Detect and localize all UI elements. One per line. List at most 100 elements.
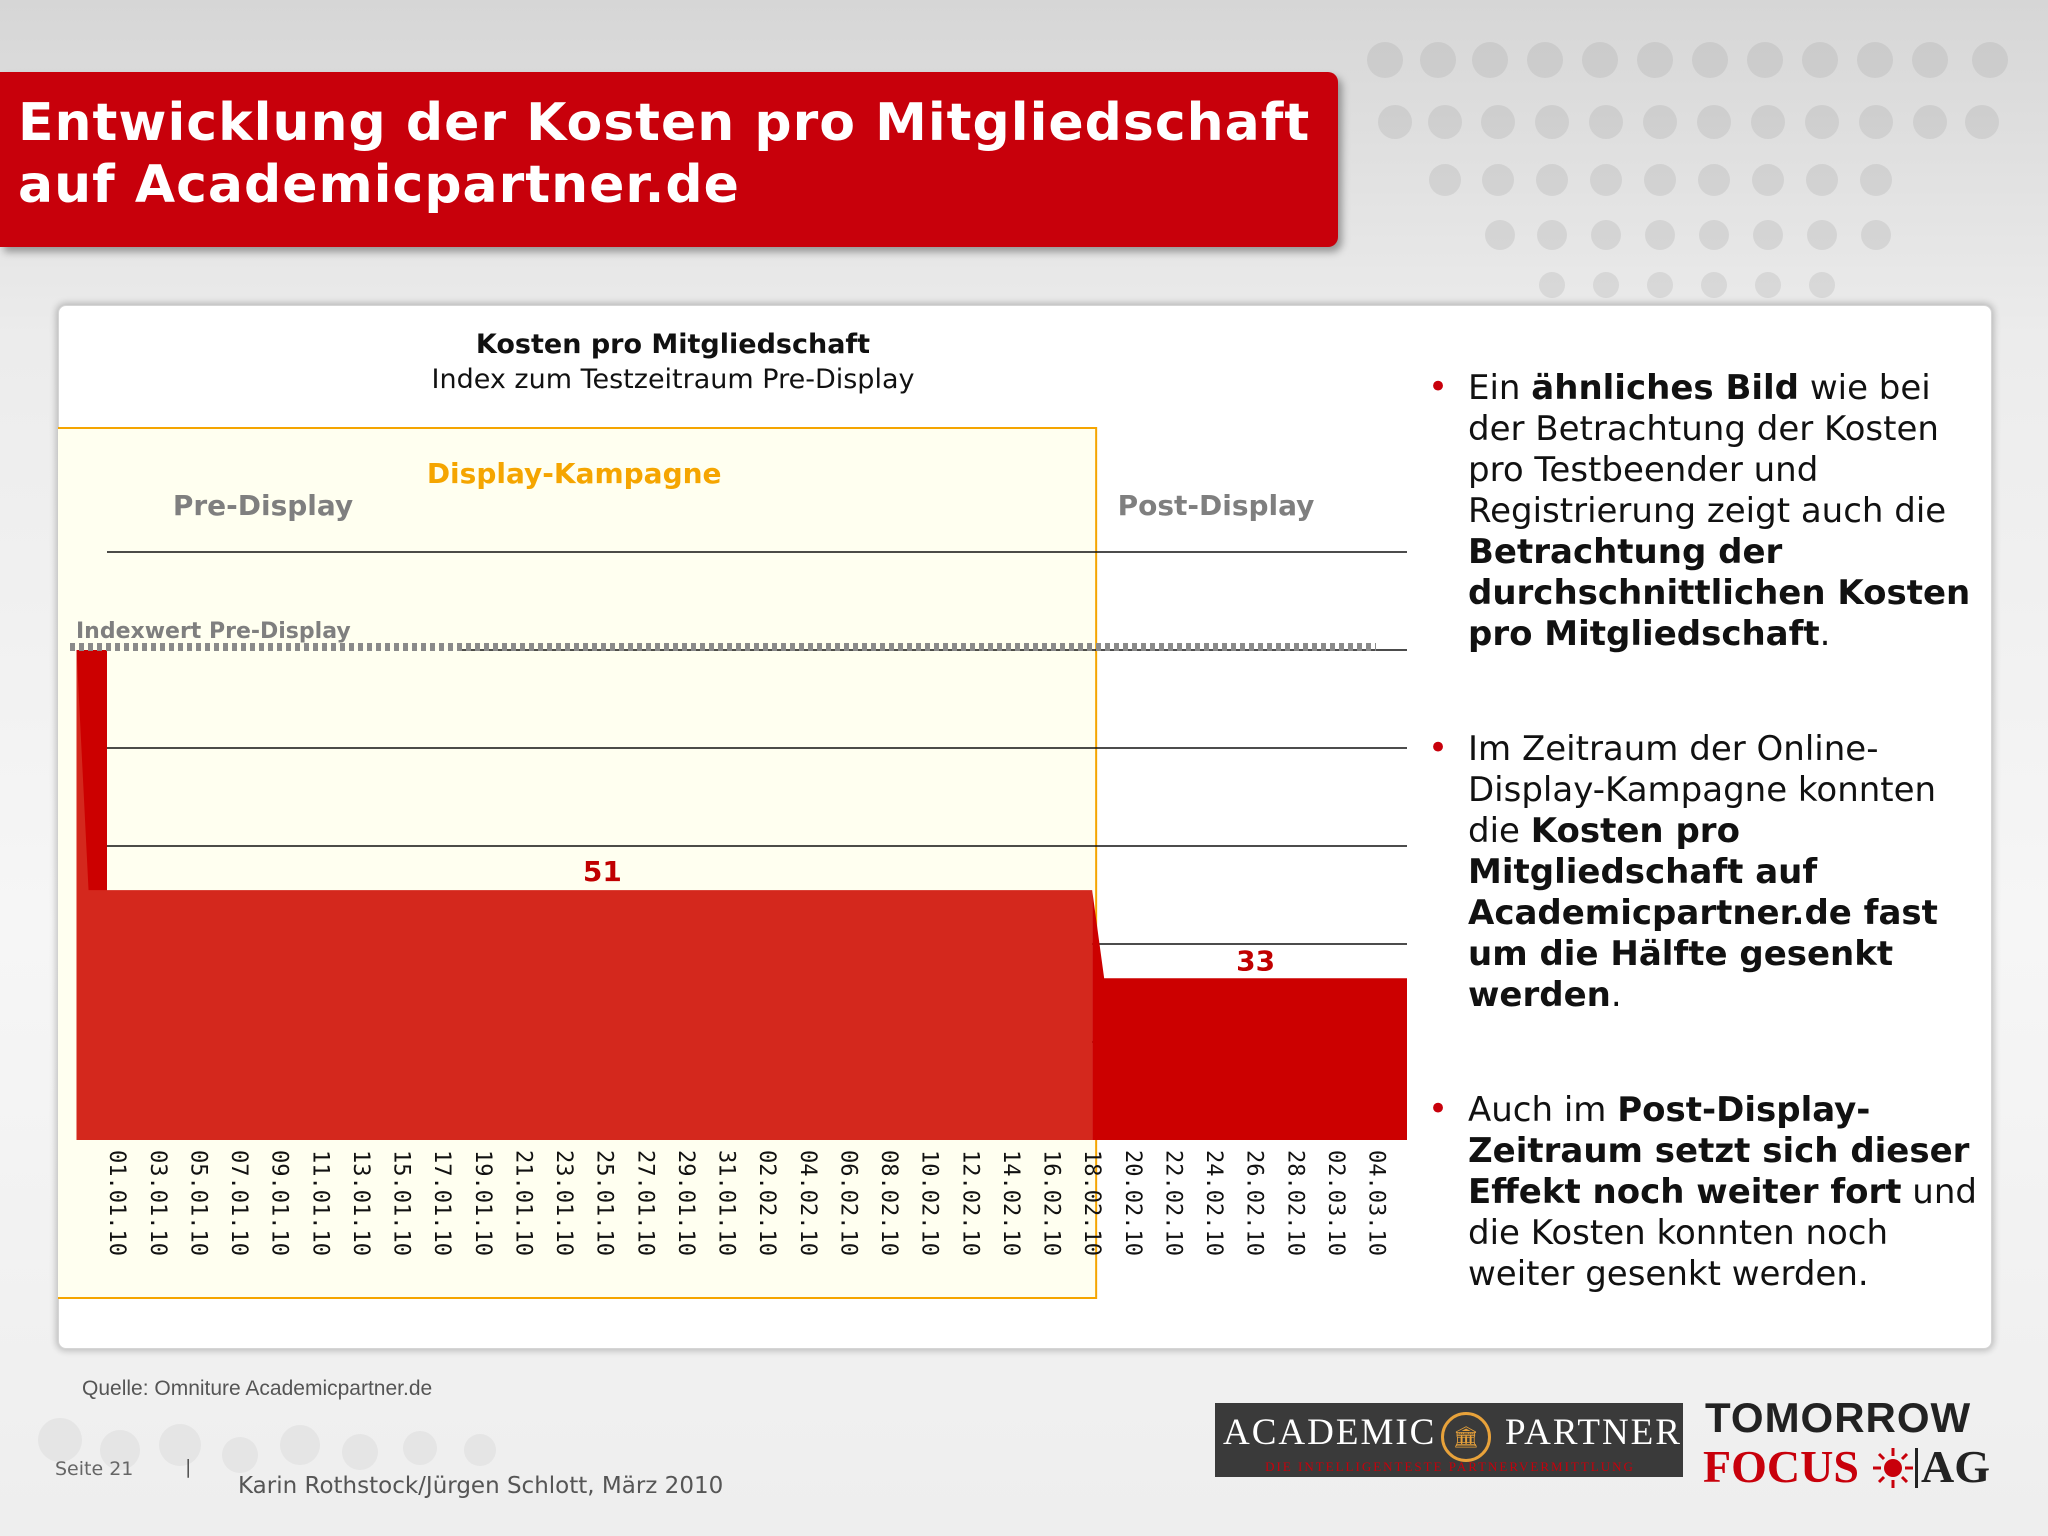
campaign-window (58, 427, 1098, 1299)
background-dot (1482, 164, 1514, 196)
x-tick-label: 24.02.10 (1201, 1150, 1226, 1256)
bullet-dot-icon: • (1428, 1089, 1449, 1129)
x-tick-label: 16.02.10 (1039, 1150, 1064, 1256)
background-dot (1752, 164, 1784, 196)
x-tick-label: 29.01.10 (673, 1150, 698, 1256)
background-dot (1861, 220, 1891, 250)
background-dot (1965, 105, 1999, 139)
background-dot (1485, 220, 1515, 250)
x-tick-label: 01.01.10 (104, 1150, 129, 1256)
background-dot (1582, 42, 1618, 78)
bullet-text: wie bei der Betrachtung der Kosten pro T… (1468, 368, 1947, 531)
background-dot (1591, 220, 1621, 250)
background-dot (100, 1430, 140, 1470)
x-tick-label: 13.01.10 (348, 1150, 373, 1256)
background-dot (1806, 164, 1838, 196)
background-dot (1747, 42, 1783, 78)
background-dot (1860, 164, 1892, 196)
background-dot (1472, 42, 1508, 78)
phase-label: Display-Kampagne (427, 457, 722, 490)
x-tick-label: 27.01.10 (632, 1150, 657, 1256)
page-title: Entwicklung der Kosten pro Mitgliedschaf… (18, 92, 1328, 216)
x-tick-label: 04.02.10 (795, 1150, 820, 1256)
bullet-text: Ein (1468, 368, 1532, 408)
bullet-dot-icon: • (1428, 728, 1449, 768)
x-tick-label: 04.03.10 (1364, 1150, 1389, 1256)
background-dot (1701, 272, 1727, 298)
x-tick-label: 03.01.10 (145, 1150, 170, 1256)
area-display-campaign (76, 650, 1093, 1140)
sun-icon (1873, 1448, 1913, 1488)
x-tick-label: 07.01.10 (226, 1150, 251, 1256)
x-tick-label: 17.01.10 (429, 1150, 454, 1256)
bullet-text: . (1819, 614, 1831, 654)
footer-separator: | (185, 1456, 192, 1478)
bullet-text: Auch im (1468, 1090, 1618, 1130)
background-dot (1697, 105, 1731, 139)
background-dot (342, 1434, 378, 1470)
chart-title: Kosten pro Mitgliedschaft (476, 329, 870, 360)
background-dot (1755, 272, 1781, 298)
background-dot (1807, 220, 1837, 250)
x-tick-label: 14.02.10 (998, 1150, 1023, 1256)
background-dot (1378, 105, 1412, 139)
x-tick-label: 10.02.10 (917, 1150, 942, 1256)
academic-partner-logo: ACADEMIC 🏛 PARTNER DIE INTELLIGENTESTE P… (1215, 1403, 1683, 1477)
background-dot (280, 1425, 320, 1465)
background-dot (1429, 164, 1461, 196)
background-dot (1805, 105, 1839, 139)
bullet-item: • Auch im Post-Display-Zeitraum setzt sic… (1426, 1089, 1986, 1295)
x-tick-label: 12.02.10 (957, 1150, 982, 1256)
temple-emblem-icon: 🏛 (1441, 1412, 1491, 1462)
x-tick-label: 05.01.10 (185, 1150, 210, 1256)
bullet-item: • Ein ähnliches Bild wie bei der Betracht… (1426, 367, 1986, 655)
bullet-text: ähnliches Bild (1531, 368, 1800, 408)
x-tick-label: 25.01.10 (592, 1150, 617, 1256)
background-dot (1643, 105, 1677, 139)
bullet-text: Betrachtung der durchschnittlichen Koste… (1468, 532, 1971, 654)
x-tick-label: 31.01.10 (714, 1150, 739, 1256)
x-tick-label: 02.02.10 (754, 1150, 779, 1256)
background-dot (1751, 105, 1785, 139)
background-dot (1692, 42, 1728, 78)
background-dot (1802, 42, 1838, 78)
x-tick-label: 15.01.10 (389, 1150, 414, 1256)
background-dot (1539, 272, 1565, 298)
logo-word-focus: FOCUS (1703, 1441, 1859, 1492)
x-tick-label: 18.02.10 (1079, 1150, 1104, 1256)
data-label-display: 51 (583, 855, 622, 888)
data-label-post-display: 33 (1236, 944, 1275, 977)
background-dot (1637, 42, 1673, 78)
x-tick-label: 21.01.10 (510, 1150, 535, 1256)
background-dot (159, 1424, 201, 1466)
background-dot (1537, 220, 1567, 250)
background-dot (403, 1431, 437, 1465)
bullet-text: Kosten pro Mitgliedschaft auf Academicpa… (1468, 811, 1938, 1015)
background-dot (1536, 164, 1568, 196)
bullet-item: • Im Zeitraum der Online-Display-Kampagne… (1426, 728, 1986, 1016)
author-line: Karin Rothstock/Jürgen Schlott, März 201… (238, 1473, 724, 1499)
page-title-line2: auf Academicpartner.de (18, 155, 740, 215)
phase-label: Post-Display (1118, 489, 1315, 522)
background-dot (222, 1437, 258, 1473)
x-tick-label: 06.02.10 (835, 1150, 860, 1256)
reference-line-label: Indexwert Pre-Display (76, 619, 351, 644)
x-tick-label: 19.01.10 (470, 1150, 495, 1256)
background-dot (1590, 164, 1622, 196)
background-dot (38, 1418, 82, 1462)
logo-word-ag: AG (1921, 1441, 1990, 1492)
x-tick-label: 02.03.10 (1323, 1150, 1348, 1256)
background-dot (464, 1434, 496, 1466)
background-dot (1428, 105, 1462, 139)
bullet-text: Im Zeitraum der Online-Display-Kampagne … (1468, 729, 1937, 851)
background-dot (1527, 42, 1563, 78)
x-tick-label: 22.02.10 (1160, 1150, 1185, 1256)
background-dot (1593, 272, 1619, 298)
x-tick-label: 20.02.10 (1120, 1150, 1145, 1256)
x-tick-label: 09.01.10 (267, 1150, 292, 1256)
background-dot (1535, 105, 1569, 139)
x-tick-label: 23.01.10 (551, 1150, 576, 1256)
x-tick-label: 28.02.10 (1282, 1150, 1307, 1256)
bullet-text: und die Kosten konnten noch weiter gesen… (1468, 1172, 1977, 1294)
logo-word-tomorrow: TOMORROW (1705, 1394, 1972, 1441)
